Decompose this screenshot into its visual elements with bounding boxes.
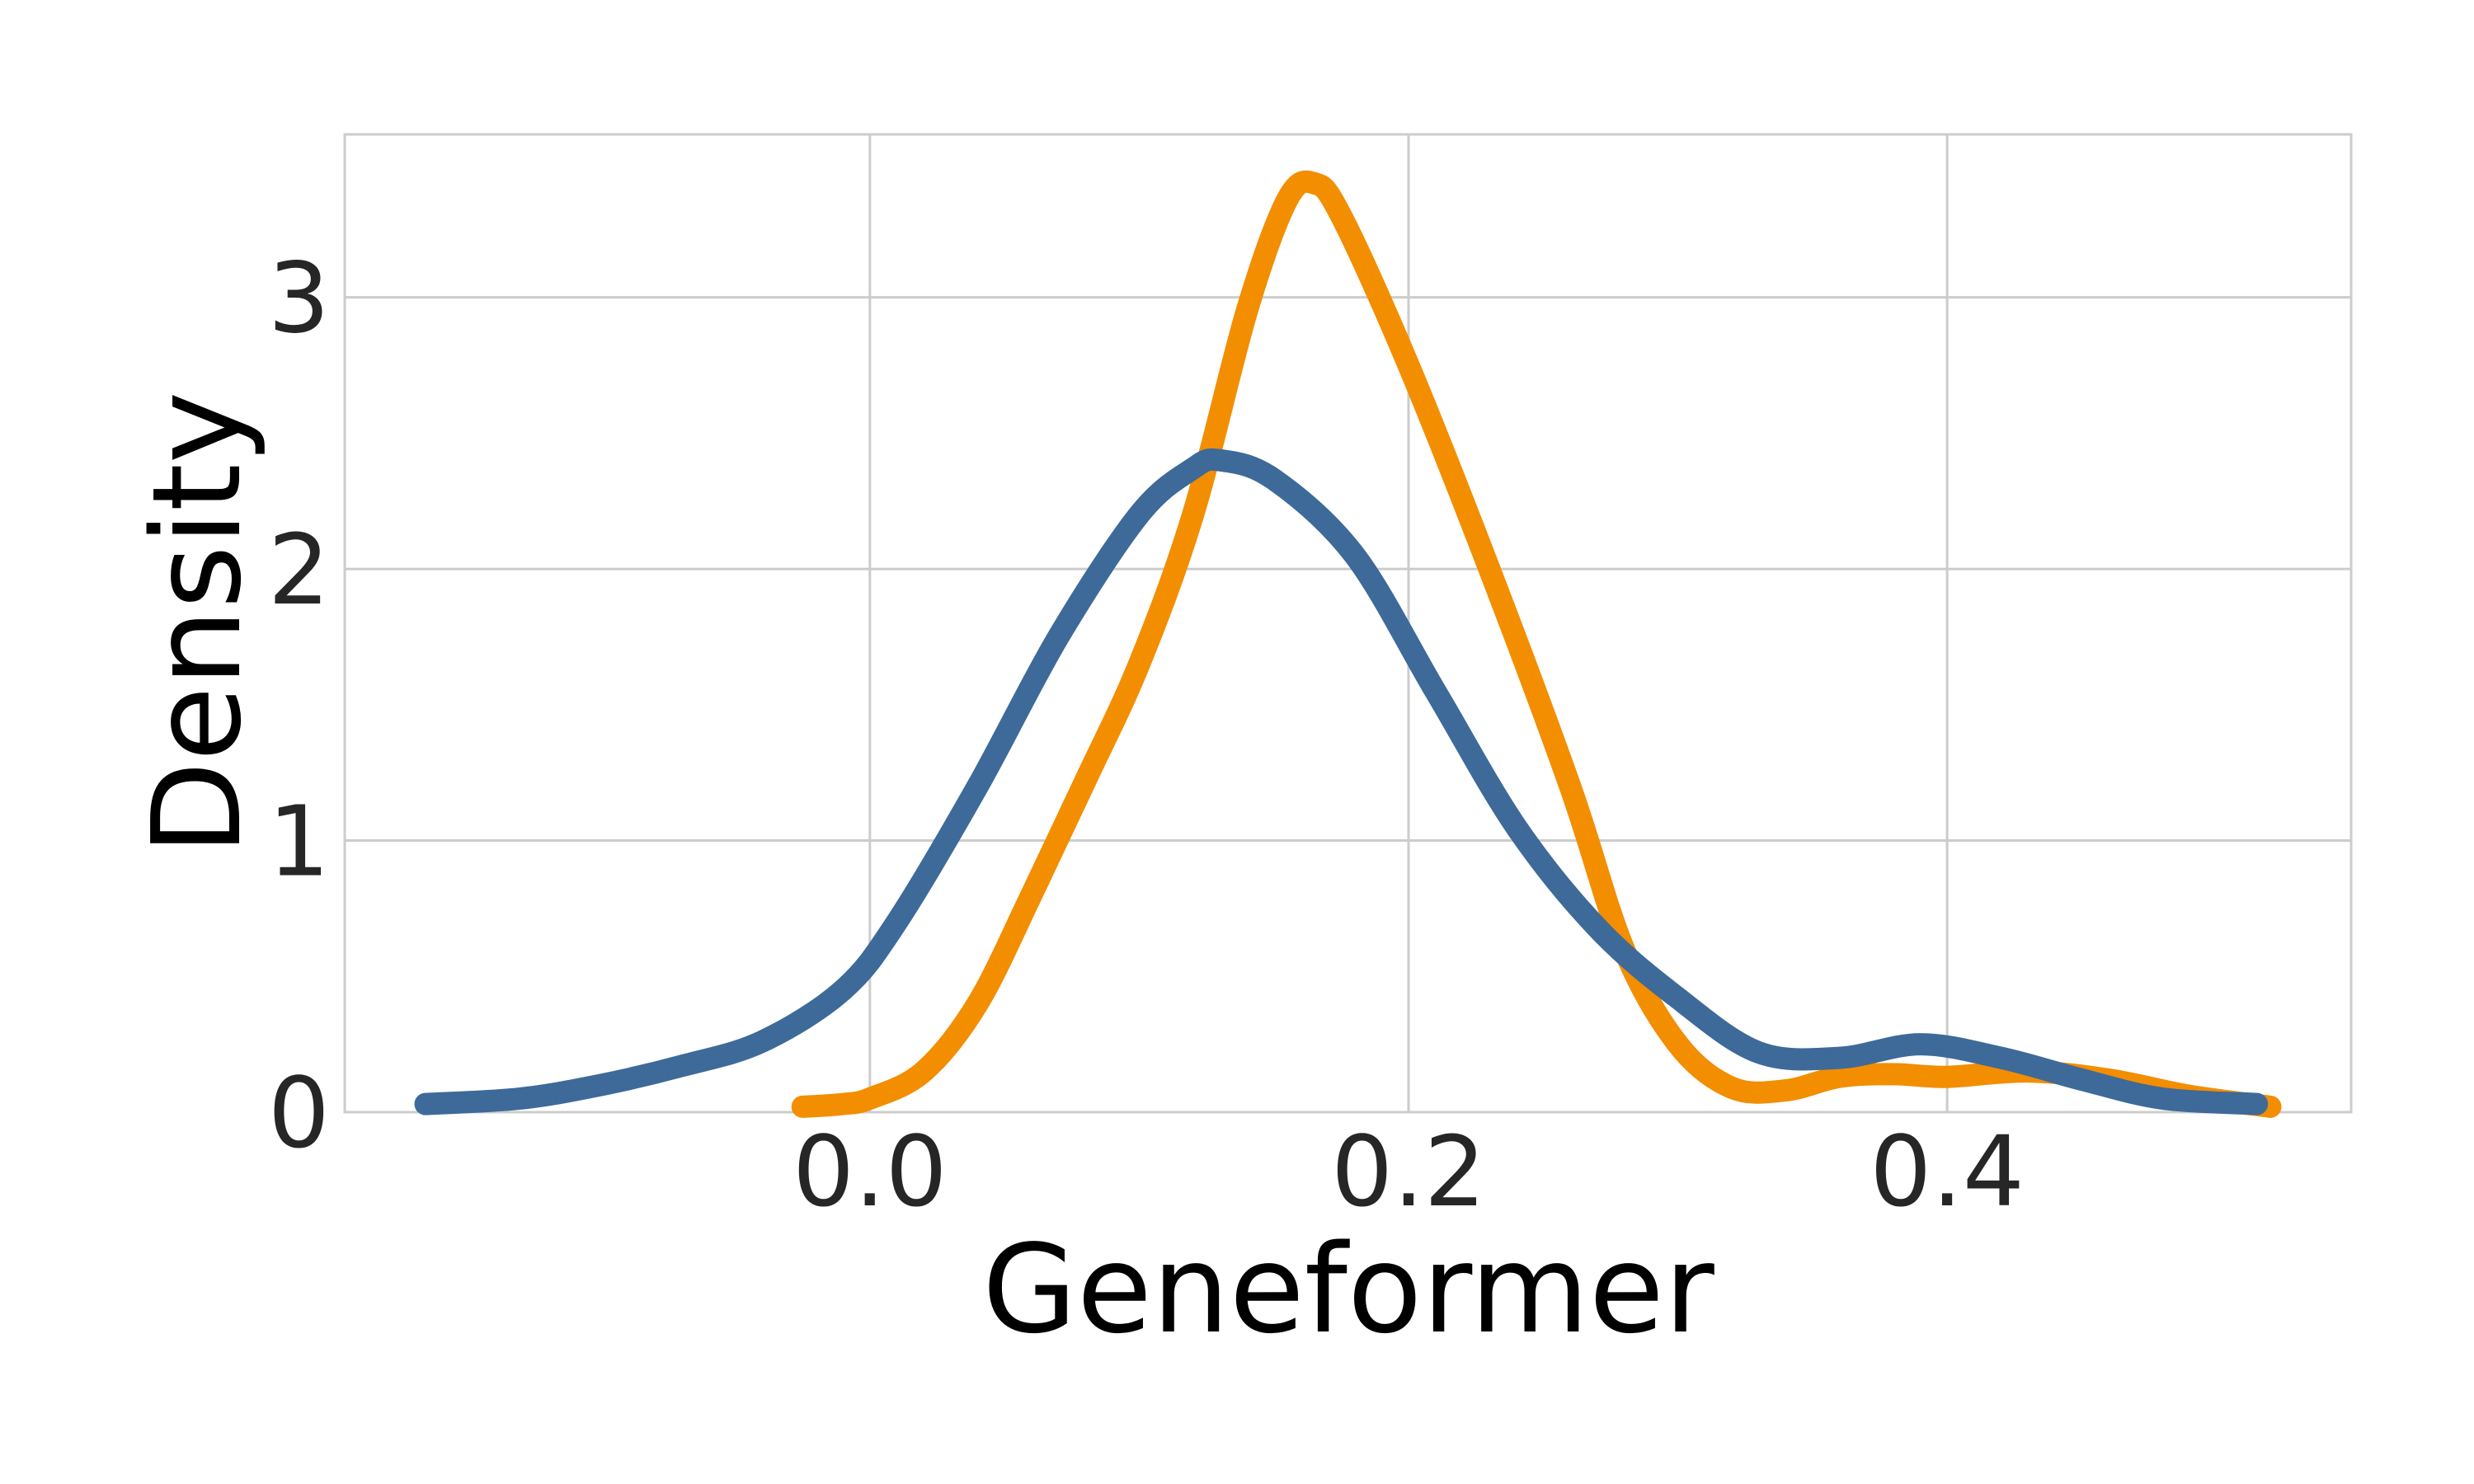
x-tick-label: 0.2 [1331, 1115, 1486, 1228]
y-tick-label: 1 [268, 785, 330, 899]
x-tick-labels: 0.0 0.2 0.4 [793, 1115, 2025, 1228]
y-tick-label: 0 [268, 1056, 330, 1170]
y-tick-labels: 0 1 2 3 [268, 242, 330, 1170]
grid-lines [345, 134, 2351, 1114]
density-series [414, 170, 2282, 1118]
y-axis-label: Density [126, 392, 268, 856]
x-axis-label: Geneformer [982, 1219, 1714, 1360]
density-curve-1 [791, 170, 2282, 1118]
y-tick-label: 2 [268, 513, 330, 627]
y-tick-label: 3 [268, 242, 330, 355]
plot-area [343, 133, 2353, 1114]
x-tick-label: 0.0 [793, 1115, 948, 1228]
x-tick-label: 0.4 [1870, 1115, 2025, 1228]
density-curve-2 [414, 448, 2269, 1115]
